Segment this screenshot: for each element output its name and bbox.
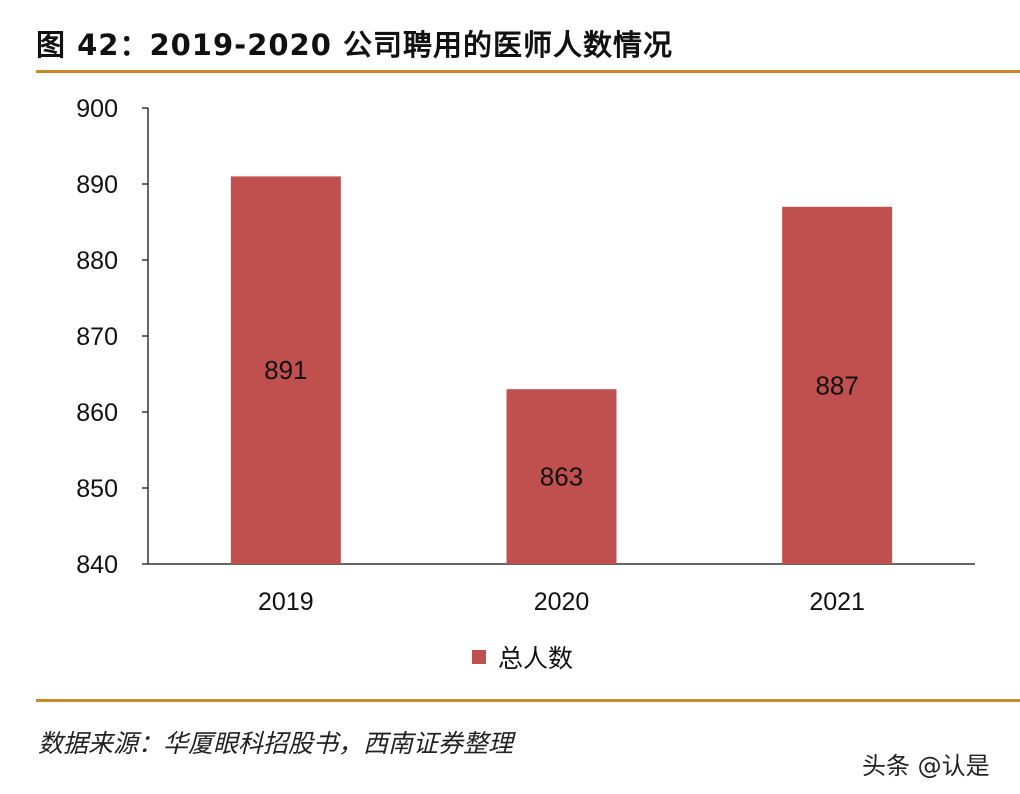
y-tick-label: 900 bbox=[76, 95, 118, 123]
watermark: 头条 @认是 bbox=[862, 752, 990, 780]
legend-swatch bbox=[472, 650, 486, 664]
y-tick-label: 880 bbox=[76, 247, 118, 275]
data-label: 887 bbox=[815, 370, 858, 400]
bottom-divider bbox=[36, 699, 1020, 702]
top-divider bbox=[36, 70, 1020, 73]
x-tick-label: 2020 bbox=[534, 588, 590, 616]
bar-chart: 840 850 860 870 880 890 900 891 2019 863 2020 887 20… bbox=[76, 95, 975, 673]
bar-2020 bbox=[506, 389, 617, 564]
y-tick-label: 870 bbox=[76, 323, 118, 351]
legend-label: 总人数 bbox=[498, 644, 573, 673]
chart-title: 图 42：2019-2020 公司聘用的医师人数情况 bbox=[36, 28, 674, 62]
x-tick-label: 2021 bbox=[809, 588, 865, 616]
source-note: 数据来源：华厦眼科招股书，西南证券整理 bbox=[38, 729, 514, 758]
x-tick-label: 2019 bbox=[258, 588, 314, 616]
bar-2021 bbox=[782, 206, 893, 565]
y-tick-label: 850 bbox=[76, 475, 118, 503]
y-tick-label: 890 bbox=[76, 171, 118, 199]
data-label: 891 bbox=[264, 355, 307, 385]
bar-2019 bbox=[230, 176, 341, 564]
data-label: 863 bbox=[540, 462, 583, 492]
y-tick-label: 840 bbox=[76, 551, 118, 579]
y-tick-label: 860 bbox=[76, 399, 118, 427]
